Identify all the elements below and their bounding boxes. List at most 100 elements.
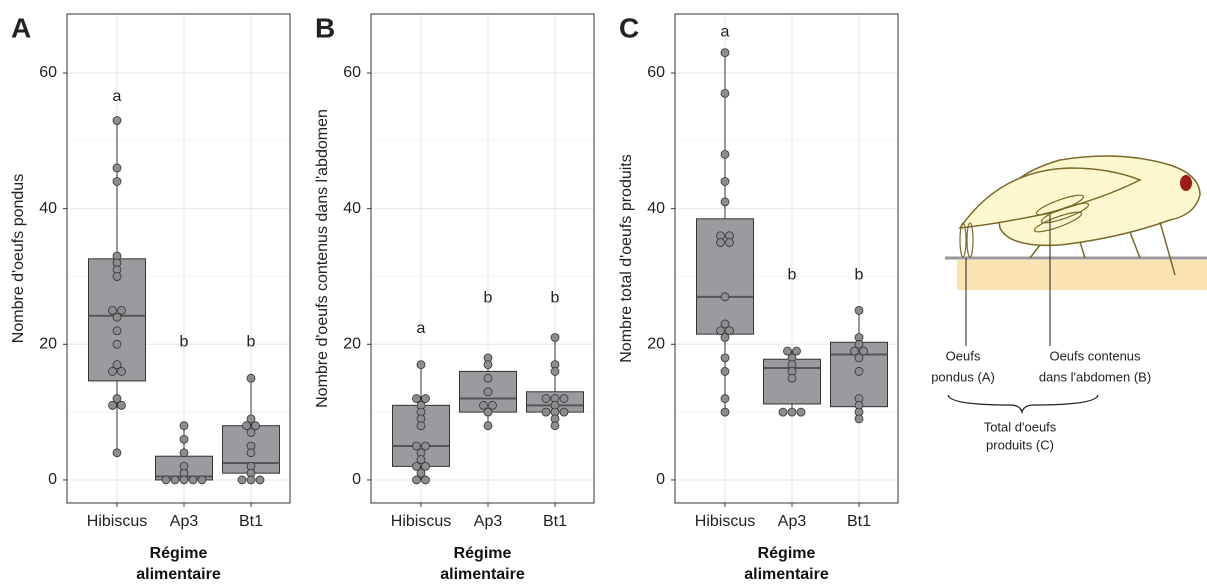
x-axis-title: Régime alimentaire <box>744 545 829 583</box>
data-point <box>720 197 730 207</box>
data-point <box>854 367 864 376</box>
data-point <box>720 407 730 417</box>
data-point <box>778 407 788 417</box>
y-tick-label: 40 <box>647 200 665 217</box>
insect-wing <box>958 167 1142 229</box>
data-point <box>112 394 122 403</box>
data-point <box>783 346 792 356</box>
data-point <box>854 305 864 315</box>
data-point <box>112 339 122 349</box>
data-point <box>246 373 256 383</box>
data-point <box>483 360 493 370</box>
data-point <box>108 305 117 315</box>
data-point <box>716 238 725 247</box>
data-point <box>112 177 122 186</box>
data-point <box>725 238 734 247</box>
data-point <box>550 421 560 431</box>
x-tick-label: Bt1 <box>847 513 871 530</box>
data-point <box>412 461 421 471</box>
data-point <box>483 407 493 417</box>
y-axis-title: Nombre d'oeufs pondus <box>10 174 27 343</box>
data-point <box>541 394 551 403</box>
data-point <box>550 367 560 376</box>
significance-letter: a <box>417 320 426 337</box>
data-point <box>416 455 426 464</box>
data-point <box>716 326 725 336</box>
data-point <box>421 441 430 451</box>
y-tick-label: 0 <box>48 471 57 488</box>
y-axis-title: Nombre d'oeufs contenus dans l'abdomen <box>314 109 331 408</box>
data-point <box>421 461 430 471</box>
data-point <box>246 475 256 485</box>
data-point <box>720 353 730 363</box>
data-point <box>170 475 180 485</box>
data-point <box>720 319 730 329</box>
data-point <box>787 373 797 383</box>
data-point <box>483 387 493 397</box>
data-point <box>720 394 730 403</box>
y-tick-label: 20 <box>647 336 665 353</box>
data-point <box>720 292 730 302</box>
data-point <box>725 326 734 336</box>
data-point <box>197 475 207 485</box>
data-point <box>421 475 430 485</box>
significance-letter: b <box>788 266 797 283</box>
y-tick-label: 60 <box>39 64 57 81</box>
significance-letter: b <box>247 333 256 350</box>
x-axis-title: Régime alimentaire <box>136 545 221 583</box>
data-point <box>559 407 569 417</box>
data-point <box>859 346 868 356</box>
data-point <box>188 475 198 485</box>
data-point <box>112 116 122 125</box>
y-tick-label: 60 <box>647 64 665 81</box>
significance-letter: b <box>180 333 189 350</box>
x-tick-label: Hibiscus <box>87 513 147 530</box>
data-point <box>255 475 265 485</box>
x-tick-label: Ap3 <box>474 513 503 530</box>
diagram-label: produits (C) <box>986 437 1054 452</box>
data-point <box>720 88 730 98</box>
insect-legs <box>1029 221 1176 276</box>
y-tick-label: 0 <box>352 471 361 488</box>
plot-frame <box>674 13 899 504</box>
substrate <box>957 260 1207 290</box>
data-point <box>412 475 421 485</box>
panel-label: A <box>11 12 31 43</box>
eggs <box>959 194 1090 258</box>
data-point <box>720 48 730 58</box>
data-point <box>412 441 421 451</box>
diagram-label: Total d'oeufs <box>984 419 1057 434</box>
data-point <box>550 333 560 342</box>
data-point <box>179 475 189 485</box>
data-point <box>237 475 247 485</box>
data-point <box>112 163 122 173</box>
data-point <box>850 346 859 356</box>
data-point <box>787 407 797 417</box>
diagram-label: Oeufs <box>946 348 981 363</box>
data-point <box>796 407 806 417</box>
data-point <box>108 400 117 410</box>
data-point <box>416 360 426 370</box>
data-point <box>117 367 126 376</box>
data-point <box>112 272 122 281</box>
diagram-label: pondus (A) <box>931 369 995 384</box>
data-point <box>251 421 260 431</box>
data-point <box>246 414 256 424</box>
data-point <box>179 448 189 458</box>
data-point <box>108 367 117 376</box>
brace <box>947 394 1099 415</box>
data-point <box>161 475 171 485</box>
x-tick-label: Hibiscus <box>391 513 451 530</box>
data-point <box>559 394 569 403</box>
data-point <box>416 421 426 431</box>
diagram-label: Oeufs contenus <box>1049 348 1141 363</box>
diagram-label: dans l'abdomen (B) <box>1039 369 1151 384</box>
data-point <box>720 149 730 159</box>
data-point <box>117 400 126 410</box>
data-point <box>179 434 189 444</box>
panel-label: B <box>315 12 335 43</box>
plot-frame <box>370 13 595 504</box>
data-point <box>854 414 864 424</box>
